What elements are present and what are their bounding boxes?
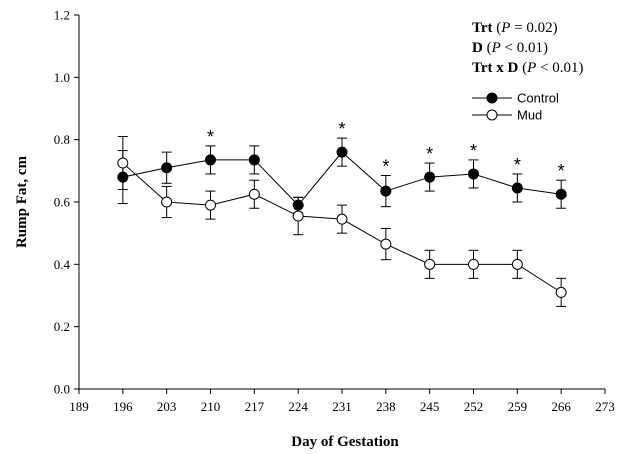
stat-relation: = 0.02)	[510, 20, 557, 36]
series-mud	[117, 136, 567, 307]
legend: Control Mud	[472, 91, 559, 123]
data-point	[205, 199, 216, 211]
y-tick-label: 0.4	[54, 257, 71, 272]
x-tick-label: 203	[157, 399, 177, 414]
stat-p-label: P	[526, 60, 536, 76]
y-tick-label: 0.8	[54, 132, 70, 147]
x-tick-label: 224	[288, 399, 308, 414]
significance-star: *	[338, 119, 345, 139]
x-tick-label: 196	[113, 399, 133, 414]
stat-line: Trt (P = 0.02)	[472, 20, 558, 36]
stat-term: Trt x D	[472, 60, 519, 76]
x-tick-label: 273	[595, 399, 615, 414]
y-tick-label: 0.2	[54, 319, 70, 334]
data-point	[424, 171, 436, 183]
significance-star: *	[382, 157, 389, 177]
data-point	[205, 154, 216, 166]
data-point	[555, 188, 567, 200]
significance-star: *	[426, 144, 433, 164]
x-tick-label: 252	[464, 399, 484, 414]
data-point	[424, 258, 436, 270]
significance-star: *	[558, 161, 565, 181]
x-tick-label: 266	[551, 399, 571, 414]
data-point	[161, 162, 173, 174]
x-tick-label: 238	[376, 399, 396, 414]
stat-line: Trt x D (P < 0.01)	[472, 60, 584, 76]
y-tick-label: 1.2	[54, 8, 70, 23]
data-point	[117, 157, 129, 169]
data-point	[161, 196, 173, 208]
significance-star: *	[207, 127, 214, 147]
x-tick-label: 210	[201, 399, 221, 414]
x-tick-label: 189	[69, 399, 89, 414]
axes: 0.0 0.2 0.4 0.6 0.8 1.0 1.2 189 196 203 210 217 224 2…	[54, 8, 615, 415]
legend-marker	[486, 92, 498, 104]
stat-relation: < 0.01)	[536, 60, 583, 76]
stat-paren-open: (	[483, 40, 492, 56]
data-point	[511, 258, 523, 270]
annotations: * *** ** *Trt (P = 0.02)D (P < 0.01)Trt x D…	[207, 20, 584, 181]
legend-item-mud: Mud	[472, 108, 542, 123]
legend-marker	[486, 109, 498, 121]
significance-star: *	[514, 155, 521, 175]
data-point	[248, 188, 260, 200]
x-tick-label: 259	[508, 399, 528, 414]
stat-term: Trt	[472, 20, 493, 36]
legend-item-control: Control	[472, 91, 559, 106]
data-point	[511, 182, 523, 194]
data-point	[248, 154, 260, 166]
y-tick-label: 0.0	[54, 382, 70, 397]
data-point	[336, 146, 348, 158]
legend-label: Control	[517, 91, 559, 106]
data-point	[468, 258, 479, 270]
data-point	[292, 210, 304, 222]
legend-label: Mud	[517, 108, 542, 123]
x-tick-label: 245	[420, 399, 440, 414]
x-tick-label: 231	[332, 399, 352, 414]
stat-term: D	[472, 40, 483, 56]
significance-star: *	[470, 141, 477, 161]
series-control	[117, 137, 567, 214]
data-point	[468, 168, 479, 180]
data-point	[336, 213, 348, 225]
stat-relation: < 0.01)	[501, 40, 548, 56]
series-layer	[117, 136, 567, 307]
stat-paren-open: (	[493, 20, 502, 36]
y-axis-title: Rump Fat, cm	[14, 155, 30, 248]
stat-line: D (P < 0.01)	[472, 40, 548, 56]
data-point	[380, 185, 392, 197]
y-tick-label: 1.0	[54, 70, 70, 85]
x-tick-label: 217	[245, 399, 265, 414]
x-axis-title: Day of Gestation	[291, 434, 399, 450]
y-tick-label: 0.6	[54, 195, 71, 210]
stat-p-label: P	[491, 40, 501, 56]
data-point	[555, 286, 567, 298]
stat-paren-open: (	[518, 60, 527, 76]
data-point	[380, 238, 392, 250]
stat-p-label: P	[500, 20, 510, 36]
